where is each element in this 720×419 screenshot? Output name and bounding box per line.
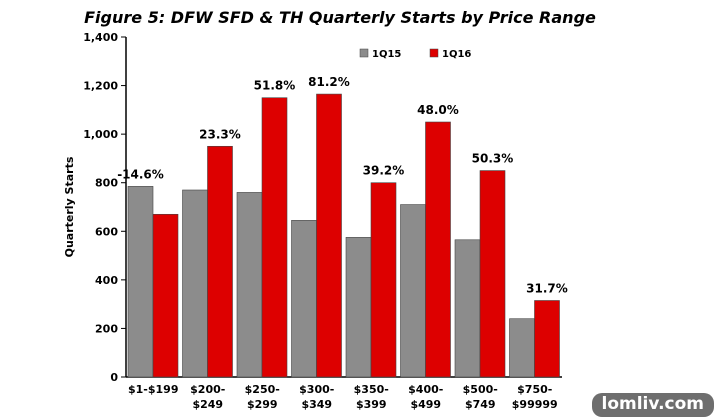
x-tick-label: $1-$199 bbox=[128, 383, 179, 396]
bar-1q15-3 bbox=[291, 220, 317, 378]
annotation-label: 81.2% bbox=[308, 75, 350, 89]
bar-1q15-2 bbox=[236, 192, 263, 378]
x-tick-label: $249 bbox=[192, 398, 223, 411]
x-tick-label: $750- bbox=[517, 383, 552, 396]
x-tick-label: $400- bbox=[408, 383, 443, 396]
bar-1q15-4 bbox=[345, 237, 372, 378]
y-tick-label: 200 bbox=[95, 322, 118, 335]
x-tick-label: $499 bbox=[410, 398, 441, 411]
annotation-label: 31.7% bbox=[526, 282, 568, 296]
annotation-label: 23.3% bbox=[199, 127, 241, 141]
bar-1q15-0 bbox=[127, 186, 154, 378]
annotation-label: -14.6% bbox=[117, 167, 164, 181]
bar-1q16-5 bbox=[425, 121, 451, 378]
bar-1q16-1 bbox=[207, 145, 233, 378]
annotation-label: 50.3% bbox=[472, 152, 514, 166]
x-tick-label: $399 bbox=[356, 398, 387, 411]
bar-1q16-2 bbox=[261, 97, 288, 378]
annotation-label: 48.0% bbox=[417, 103, 459, 117]
y-tick-label: 0 bbox=[110, 371, 118, 384]
bar-1q15-1 bbox=[182, 189, 208, 378]
bar-1q16-4 bbox=[370, 182, 397, 378]
bar-1q16-7 bbox=[534, 300, 560, 378]
bar-1q15-5 bbox=[400, 204, 426, 378]
legend-swatch-1q16 bbox=[429, 48, 439, 58]
bar-1q15-6 bbox=[454, 239, 481, 378]
bar-1q15-7 bbox=[509, 318, 535, 378]
x-tick-label: $749 bbox=[465, 398, 496, 411]
x-tick-label: $250- bbox=[245, 383, 280, 396]
bar-1q16-0 bbox=[152, 213, 179, 378]
bar-1q16-3 bbox=[316, 93, 342, 378]
annotation-label: 51.8% bbox=[254, 79, 296, 93]
y-tick-label: 1,000 bbox=[83, 128, 118, 141]
chart-title: Figure 5: DFW SFD & TH Quarterly Starts … bbox=[84, 8, 596, 27]
y-tick-label: 1,400 bbox=[83, 31, 118, 44]
legend-swatch-1q15 bbox=[359, 48, 369, 58]
y-tick-label: 1,200 bbox=[83, 80, 118, 93]
legend-label-1q16: 1Q16 bbox=[442, 49, 471, 60]
annotation-label: 39.2% bbox=[363, 164, 405, 178]
x-tick-label: $99999 bbox=[512, 398, 558, 411]
x-tick-label: $200- bbox=[190, 383, 225, 396]
bar-1q16-6 bbox=[479, 170, 506, 378]
y-tick-label: 600 bbox=[95, 225, 118, 238]
y-tick-label: 800 bbox=[95, 177, 118, 190]
x-tick-label: $350- bbox=[354, 383, 389, 396]
x-tick-label: $500- bbox=[463, 383, 498, 396]
y-axis-label: Quarterly Starts bbox=[63, 156, 76, 257]
x-tick-label: $299 bbox=[247, 398, 278, 411]
x-tick-label: $300- bbox=[299, 383, 334, 396]
watermark: lomliv.com bbox=[591, 393, 714, 417]
x-tick-label: $349 bbox=[301, 398, 332, 411]
legend-label-1q15: 1Q15 bbox=[372, 49, 401, 60]
y-tick-label: 400 bbox=[95, 274, 118, 287]
